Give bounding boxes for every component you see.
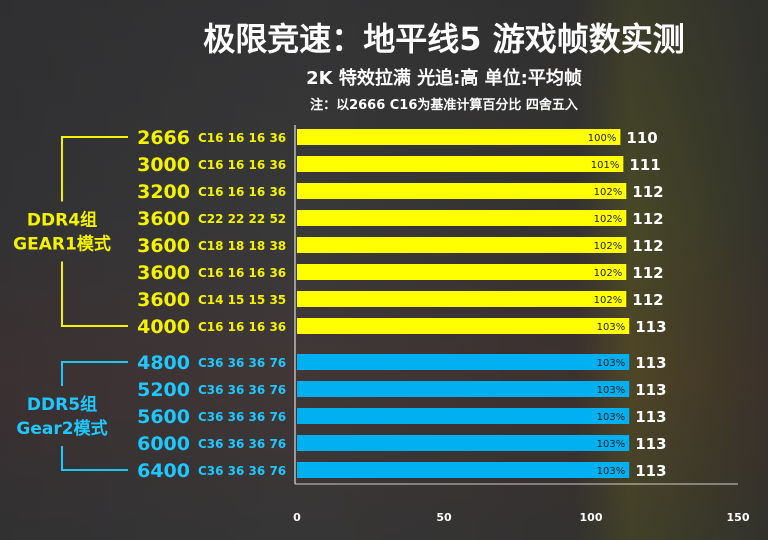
timing-label: C36 36 36 76 [198,383,286,397]
memory-speed-label: 5200 [137,379,190,401]
value-label: 112 [632,237,663,255]
bar [297,435,630,451]
value-label: 113 [635,354,666,372]
bar [297,381,630,397]
bar [297,156,624,172]
memory-speed-label: 5600 [137,406,190,428]
group-label: DDR5组 [27,394,97,415]
timing-label: C18 18 18 38 [198,239,286,253]
percent-label: 100% [588,133,617,144]
value-label: 113 [635,462,666,480]
percent-label: 102% [594,268,623,279]
percent-label: 103% [597,385,626,396]
memory-speed-label: 3000 [137,154,190,176]
memory-speed-label: 3600 [137,208,190,230]
bar [297,462,630,478]
bar [297,354,630,370]
bar [297,264,627,280]
timing-label: C36 36 36 76 [198,356,286,370]
bar [297,237,627,253]
value-label: 111 [629,156,660,174]
chart-subtitle: 2K 特效拉满 光追:高 单位:平均帧 [306,68,582,89]
memory-speed-label: 6400 [137,460,190,482]
percent-label: 102% [594,187,623,198]
memory-speed-label: 3200 [137,181,190,203]
value-label: 112 [632,183,663,201]
value-label: 113 [635,408,666,426]
value-label: 113 [635,318,666,336]
group-label: GEAR1模式 [13,234,111,255]
timing-label: C16 16 16 36 [198,185,286,199]
timing-label: C22 22 22 52 [198,212,286,226]
group-bracket [61,361,128,471]
group-label: DDR4组 [27,210,97,231]
timing-label: C36 36 36 76 [198,437,286,451]
percent-label: 101% [591,160,620,171]
bar [297,210,627,226]
group-label: Gear2模式 [16,418,107,439]
timing-label: C16 16 16 36 [198,158,286,172]
memory-speed-label: 6000 [137,433,190,455]
memory-speed-label: 3600 [137,289,190,311]
percent-label: 102% [594,241,623,252]
memory-speed-label: 3600 [137,235,190,257]
timing-label: C36 36 36 76 [198,464,286,478]
bar [297,318,630,334]
percent-label: 103% [597,466,626,477]
memory-speed-label: 3600 [137,262,190,284]
bar [297,129,621,145]
timing-label: C14 15 15 35 [198,293,286,307]
value-label: 112 [632,291,663,309]
memory-speed-label: 2666 [137,127,190,149]
memory-speed-label: 4800 [137,352,190,374]
memory-speed-label: 4000 [137,316,190,338]
value-label: 110 [626,129,657,147]
timing-label: C16 16 16 36 [198,131,286,145]
bar [297,183,627,199]
chart-title: 极限竞速：地平线5 游戏帧数实测 [203,20,685,58]
chart-note: 注：以2666 C16为基准计算百分比 四舍五入 [310,98,578,113]
x-tick-label: 150 [727,511,750,524]
value-label: 112 [632,264,663,282]
x-tick-label: 50 [436,511,452,524]
value-label: 113 [635,381,666,399]
percent-label: 103% [597,412,626,423]
percent-label: 103% [597,358,626,369]
timing-label: C16 16 16 36 [198,266,286,280]
bar [297,408,630,424]
bar [297,291,627,307]
x-tick-label: 100 [580,511,603,524]
value-label: 112 [632,210,663,228]
timing-label: C36 36 36 76 [198,410,286,424]
percent-label: 103% [597,322,626,333]
percent-label: 102% [594,214,623,225]
group-bracket [61,136,128,327]
value-label: 113 [635,435,666,453]
timing-label: C16 16 16 36 [198,320,286,334]
percent-label: 103% [597,439,626,450]
percent-label: 102% [594,295,623,306]
x-tick-label: 0 [293,511,301,524]
